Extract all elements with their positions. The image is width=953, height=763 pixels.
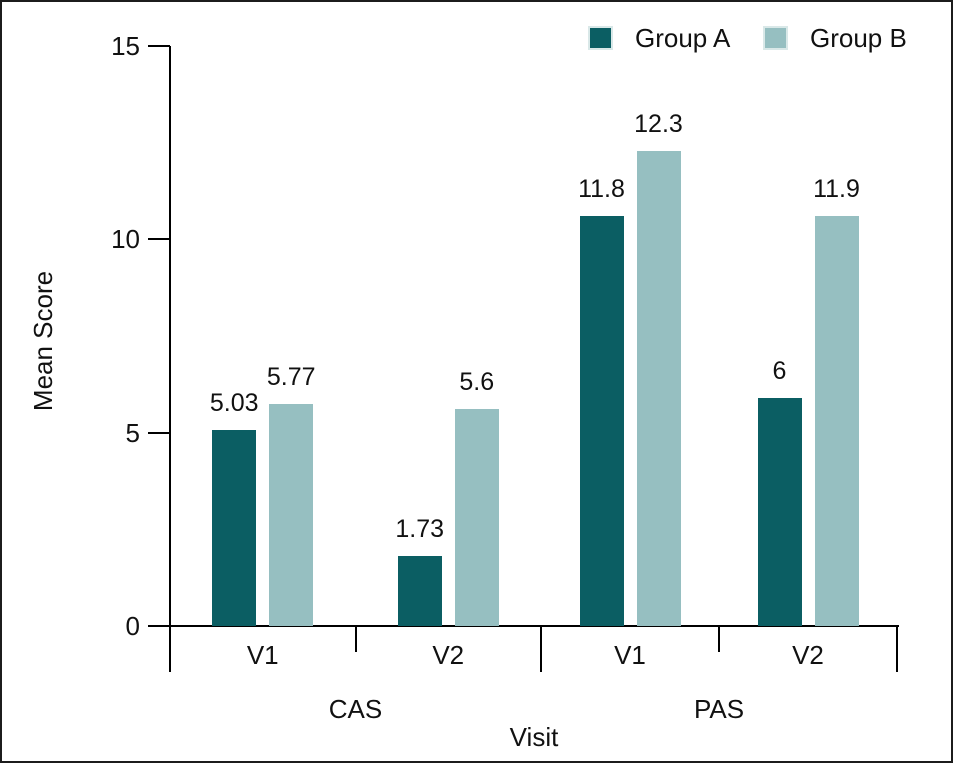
x-group-label: PAS bbox=[693, 694, 745, 724]
y-axis-tick bbox=[148, 625, 170, 627]
x-tick-label-visit: V2 bbox=[432, 640, 465, 670]
bar-value-label: 1.73 bbox=[395, 515, 445, 543]
bar-cas-v2-group-b bbox=[454, 409, 499, 626]
x-tick-label-visit: V2 bbox=[792, 640, 824, 670]
bar-cas-v1-group-a bbox=[212, 429, 257, 626]
y-tick-label: 5 bbox=[125, 417, 140, 448]
x-axis-title: Visit bbox=[509, 722, 559, 752]
legend-item-group-a: Group A bbox=[588, 24, 730, 52]
y-tick-label: 0 bbox=[125, 611, 140, 641]
y-axis-tick bbox=[148, 238, 170, 241]
group-b-swatch bbox=[763, 26, 788, 50]
y-axis-tick bbox=[148, 431, 170, 434]
y-axis-line bbox=[169, 46, 171, 672]
y-tick-label: 15 bbox=[111, 31, 140, 61]
bar-value-label: 5.6 bbox=[459, 368, 495, 397]
legend-label-group-a: Group A bbox=[635, 23, 731, 53]
bar-value-label: 6 bbox=[772, 356, 787, 385]
legend: Group A Group B bbox=[0, 24, 953, 54]
y-tick-label: 10 bbox=[111, 224, 140, 255]
bar-pas-v2-group-b bbox=[814, 216, 859, 626]
visit-boundary-tick bbox=[354, 626, 357, 652]
x-group-label: CAS bbox=[328, 694, 383, 724]
group-boundary-tick bbox=[896, 626, 898, 672]
bar-pas-v1-group-a bbox=[579, 216, 624, 626]
bar-value-label: 5.77 bbox=[266, 363, 316, 392]
x-axis-line bbox=[148, 625, 899, 627]
group-boundary-tick bbox=[540, 626, 542, 672]
y-axis-tick bbox=[148, 45, 170, 47]
bar-pas-v2-group-a bbox=[757, 397, 802, 626]
legend-label-group-b: Group B bbox=[810, 23, 907, 53]
bar-cas-v1-group-b bbox=[269, 404, 314, 626]
bar-value-label: 12.3 bbox=[634, 110, 683, 139]
group-a-swatch bbox=[588, 26, 613, 50]
x-tick-label-visit: V1 bbox=[614, 640, 646, 670]
visit-boundary-tick bbox=[718, 626, 720, 652]
y-axis-title: Mean Score bbox=[28, 270, 58, 412]
x-tick-label-visit: V1 bbox=[246, 640, 279, 670]
bar-value-label: 11.9 bbox=[813, 175, 860, 204]
bar-value-label: 5.03 bbox=[209, 388, 259, 417]
bar-pas-v1-group-b bbox=[636, 151, 681, 626]
bar-cas-v2-group-a bbox=[397, 556, 442, 626]
bar-value-label: 11.8 bbox=[578, 175, 625, 204]
legend-item-group-b: Group B bbox=[763, 24, 907, 52]
